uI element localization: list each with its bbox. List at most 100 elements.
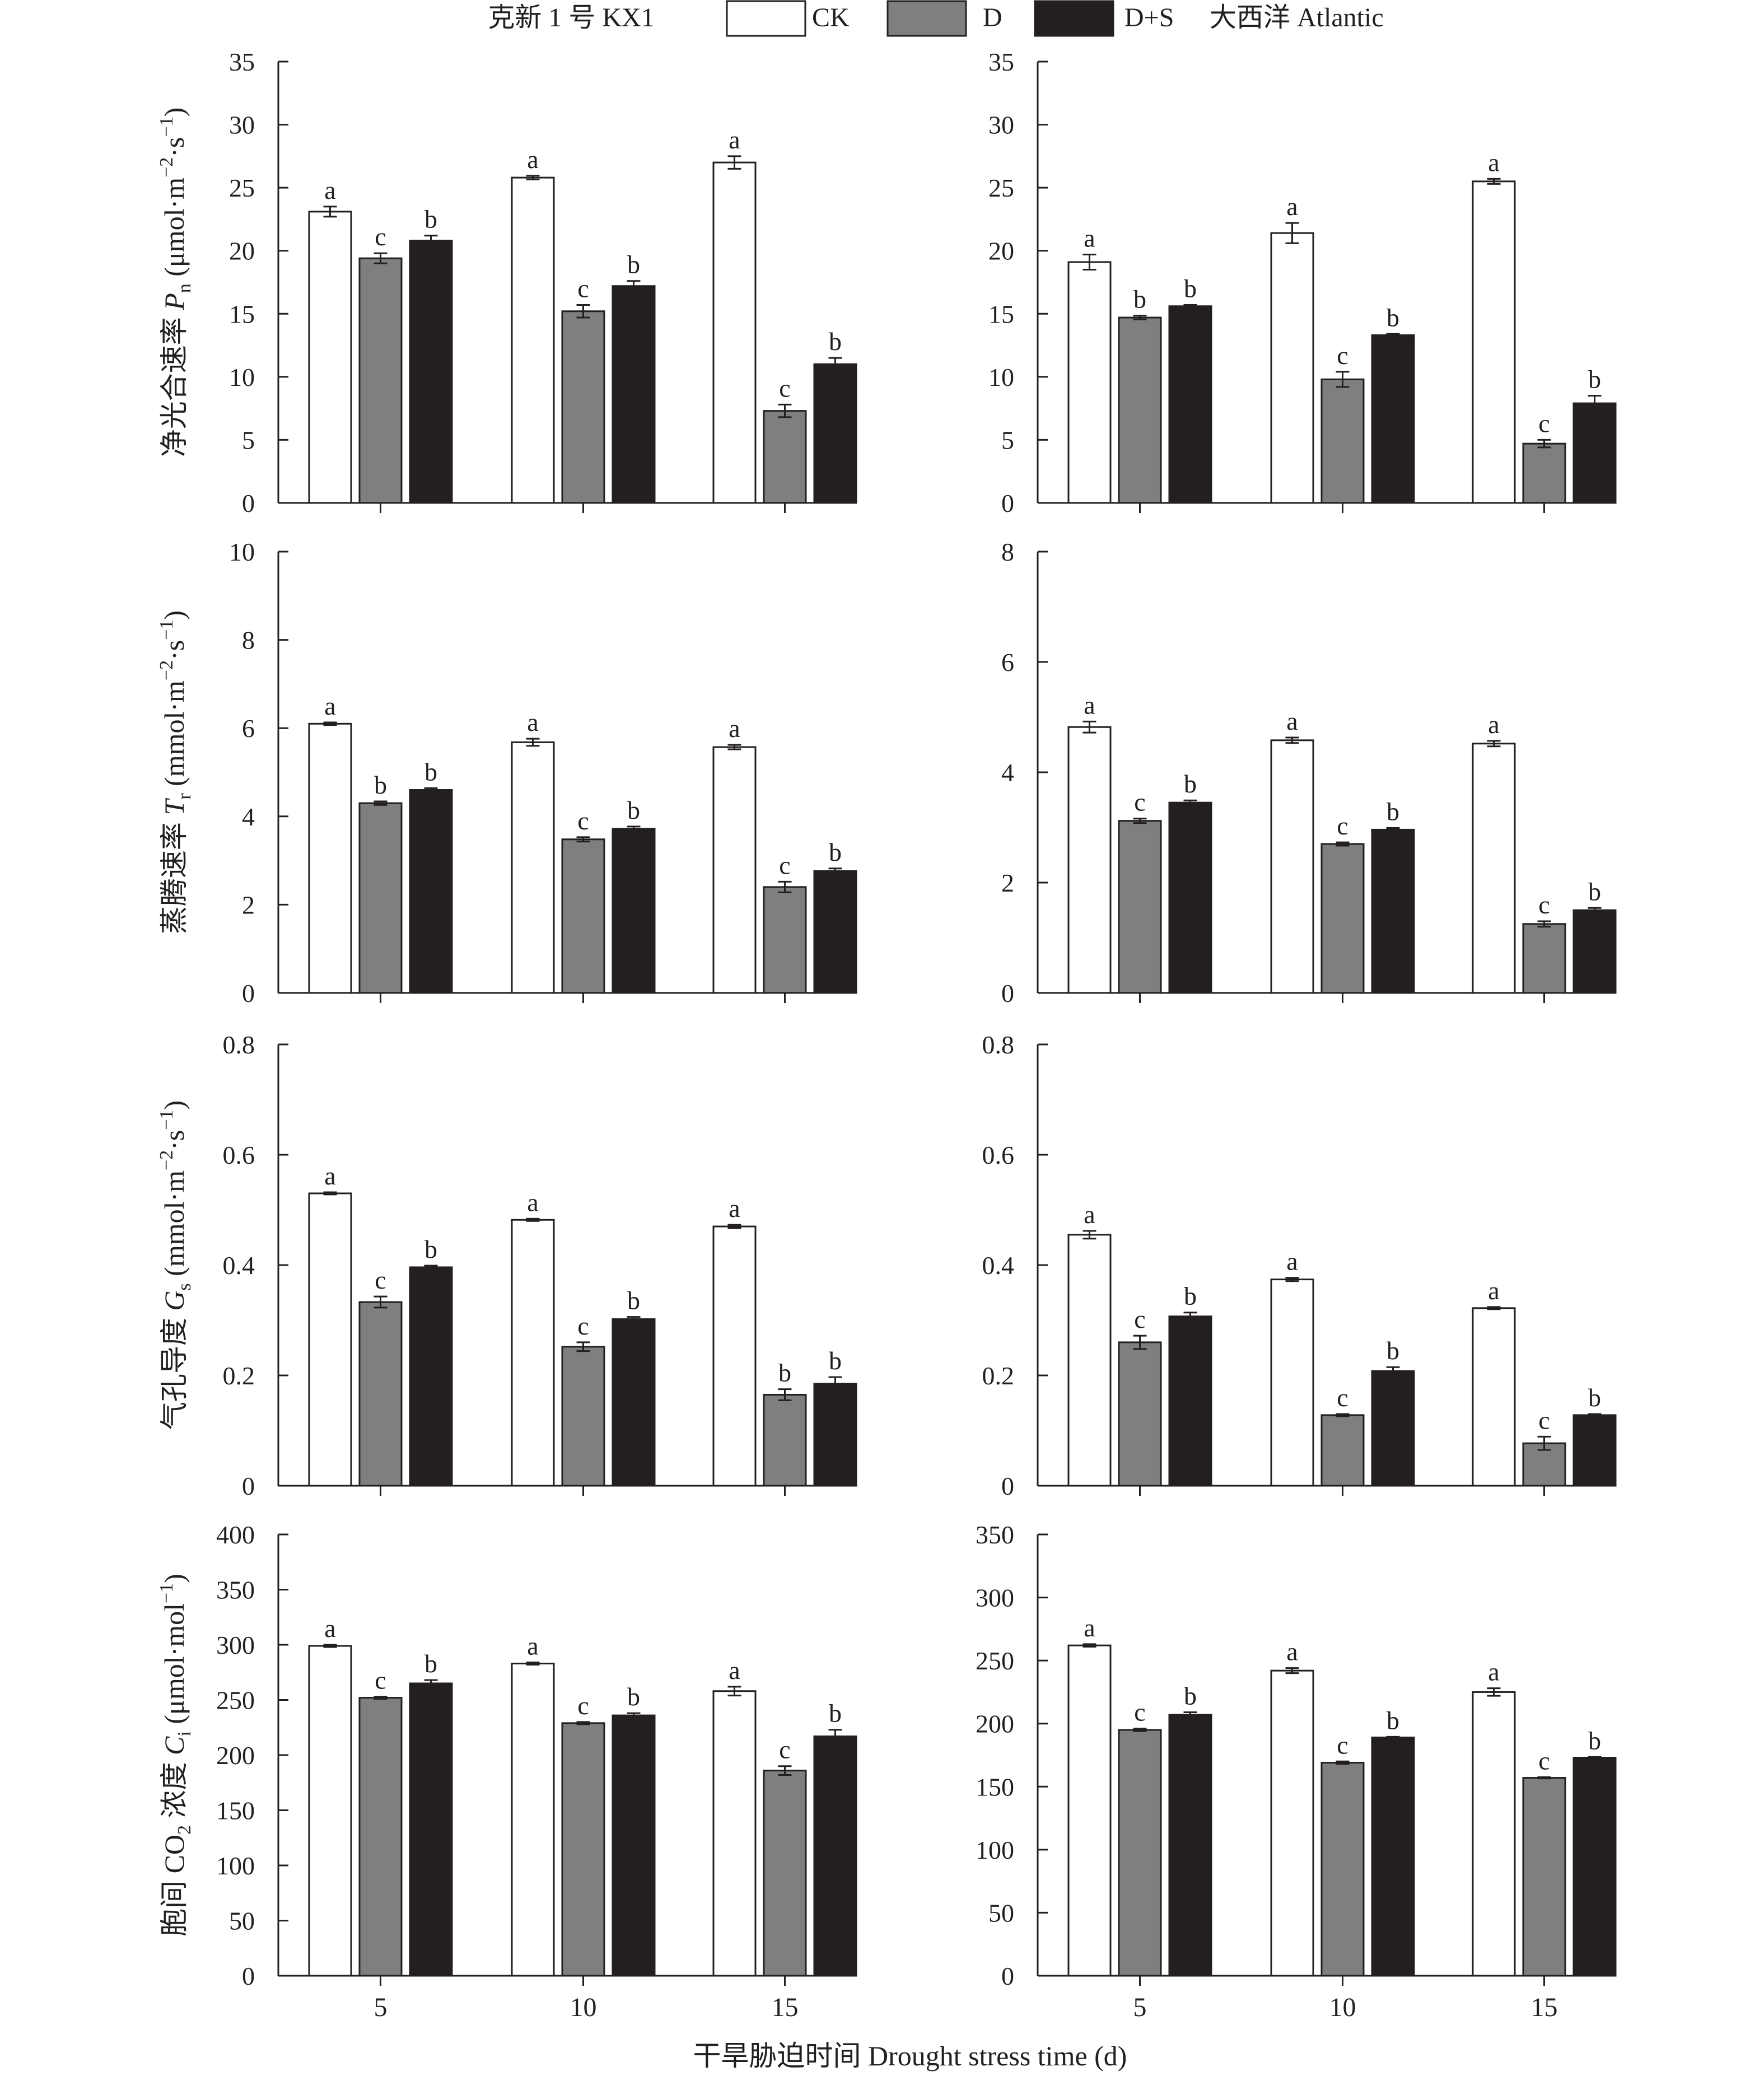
significance-letter: a [1286, 707, 1298, 735]
significance-letter: b [829, 327, 842, 356]
significance-letter: a [1488, 148, 1499, 176]
y-tick-label: 35 [229, 48, 255, 76]
y-title-text: (μmol·m [158, 178, 190, 283]
significance-letter: a [729, 1656, 740, 1685]
significance-letter: a [1084, 1200, 1095, 1229]
y-title-text: ) [158, 1574, 190, 1583]
y-axis-title: 净光合速率 Pn (μmol·m−2·s−1) [156, 108, 195, 457]
y-tick-label: 0.8 [982, 1030, 1015, 1059]
bar-ck-10 [1270, 1669, 1314, 1977]
bar-ck-5 [308, 211, 352, 504]
significance-letter: a [1286, 1638, 1298, 1666]
significance-letter: c [1337, 811, 1348, 840]
significance-letter: b [424, 757, 437, 786]
bar-d-15 [763, 1770, 807, 1977]
bar-ds-15 [1572, 909, 1617, 994]
bar-ck-10 [1270, 739, 1314, 994]
y-title-text: 气孔导度 [158, 1311, 190, 1430]
significance-letter: b [1387, 1336, 1399, 1365]
bar-d-10 [561, 1722, 605, 1977]
bar-ck-5 [1067, 261, 1112, 504]
significance-letter: b [1588, 1383, 1601, 1412]
significance-letter: b [1184, 1282, 1197, 1310]
significance-letter: b [1588, 365, 1601, 394]
x-tick-label: 15 [772, 1993, 799, 2022]
y-tick-label: 8 [242, 626, 255, 655]
bar-ds-15 [813, 1736, 857, 1977]
y-title-sup: −1 [156, 620, 177, 640]
bar-ck-5 [1067, 726, 1112, 994]
bar-ds-5 [1168, 305, 1212, 504]
y-title-text: ) [158, 1100, 190, 1110]
significance-letter: a [324, 1161, 335, 1190]
significance-letter: a [1084, 691, 1095, 719]
legend-label-d: D [983, 3, 1002, 32]
bar-d-5 [358, 1697, 403, 1977]
significance-letter: c [1134, 1305, 1145, 1333]
bar-ck-5 [308, 1645, 352, 1977]
bar-ck-10 [511, 176, 555, 504]
y-title-text: (μmol·mol [158, 1603, 190, 1731]
y-title-sup: −2 [156, 1150, 177, 1170]
bar-ds-15 [1572, 1757, 1617, 1977]
x-tick-label: 15 [1531, 1993, 1558, 2022]
bar-ds-5 [409, 1266, 453, 1487]
significance-letter: a [729, 1194, 740, 1223]
y-tick-label: 200 [216, 1741, 255, 1770]
significance-letter: a [1488, 710, 1499, 739]
significance-letter: b [1387, 303, 1399, 332]
y-tick-label: 0.8 [223, 1030, 255, 1059]
legend-variety-atlantic: 大西洋 Atlantic [1210, 3, 1384, 32]
y-tick-label: 0.2 [982, 1361, 1015, 1390]
bar-ck-15 [1472, 1691, 1516, 1977]
chart-panel-8: 0 50 100 150 200 250 300 350 5 a c b 10 a c b 15 a c b [976, 1520, 1617, 2022]
y-title-symbol: P [158, 293, 190, 311]
significance-letter: b [1387, 1706, 1399, 1734]
bar-ck-15 [1472, 1307, 1516, 1487]
y-tick-label: 30 [988, 111, 1014, 139]
y-title-text: ·s [158, 137, 190, 157]
bar-ds-10 [612, 285, 656, 504]
y-tick-label: 300 [216, 1631, 255, 1659]
y-tick-label: 15 [229, 300, 255, 328]
bar-ck-15 [712, 1225, 757, 1487]
bar-ds-5 [1168, 1714, 1212, 1977]
bar-d-5 [1118, 1729, 1162, 1977]
significance-letter: b [627, 1286, 640, 1315]
bar-d-15 [1522, 923, 1566, 994]
y-title-text: 净光合速率 [158, 310, 190, 458]
significance-letter: c [1337, 1383, 1348, 1412]
x-tick-label: 10 [1329, 1993, 1356, 2022]
bar-d-10 [561, 310, 605, 504]
bar-ck-5 [1067, 1644, 1112, 1977]
y-tick-label: 20 [988, 237, 1014, 265]
bar-ck-15 [712, 1690, 757, 1977]
y-tick-label: 250 [976, 1646, 1014, 1675]
bar-ck-10 [1270, 232, 1314, 504]
bar-ck-15 [712, 161, 757, 504]
y-tick-label: 5 [1001, 426, 1014, 454]
y-tick-label: 100 [976, 1836, 1014, 1864]
bar-d-15 [1522, 1777, 1566, 1977]
y-tick-label: 2 [242, 890, 255, 919]
significance-letter: a [527, 1632, 538, 1660]
bar-ds-10 [1371, 828, 1415, 994]
legend-label-ck: CK [812, 3, 850, 32]
bar-ck-10 [1270, 1279, 1314, 1487]
significance-letter: c [577, 274, 589, 303]
bar-ds-10 [1371, 1370, 1415, 1487]
y-tick-label: 35 [988, 48, 1014, 76]
significance-letter: b [627, 250, 640, 279]
y-tick-label: 0 [1001, 979, 1014, 1007]
y-tick-label: 20 [229, 237, 255, 265]
bar-ck-15 [1472, 180, 1516, 504]
bar-ck-15 [712, 746, 757, 994]
y-tick-label: 0 [1001, 489, 1014, 517]
significance-letter: c [375, 222, 386, 251]
bar-ck-10 [511, 741, 555, 994]
y-title-text: ) [158, 108, 190, 117]
significance-letter: a [324, 1614, 335, 1643]
y-tick-label: 150 [976, 1772, 1014, 1801]
significance-letter: a [1286, 192, 1298, 221]
legend-variety-kx1: 克新 1 号 KX1 [488, 3, 654, 32]
